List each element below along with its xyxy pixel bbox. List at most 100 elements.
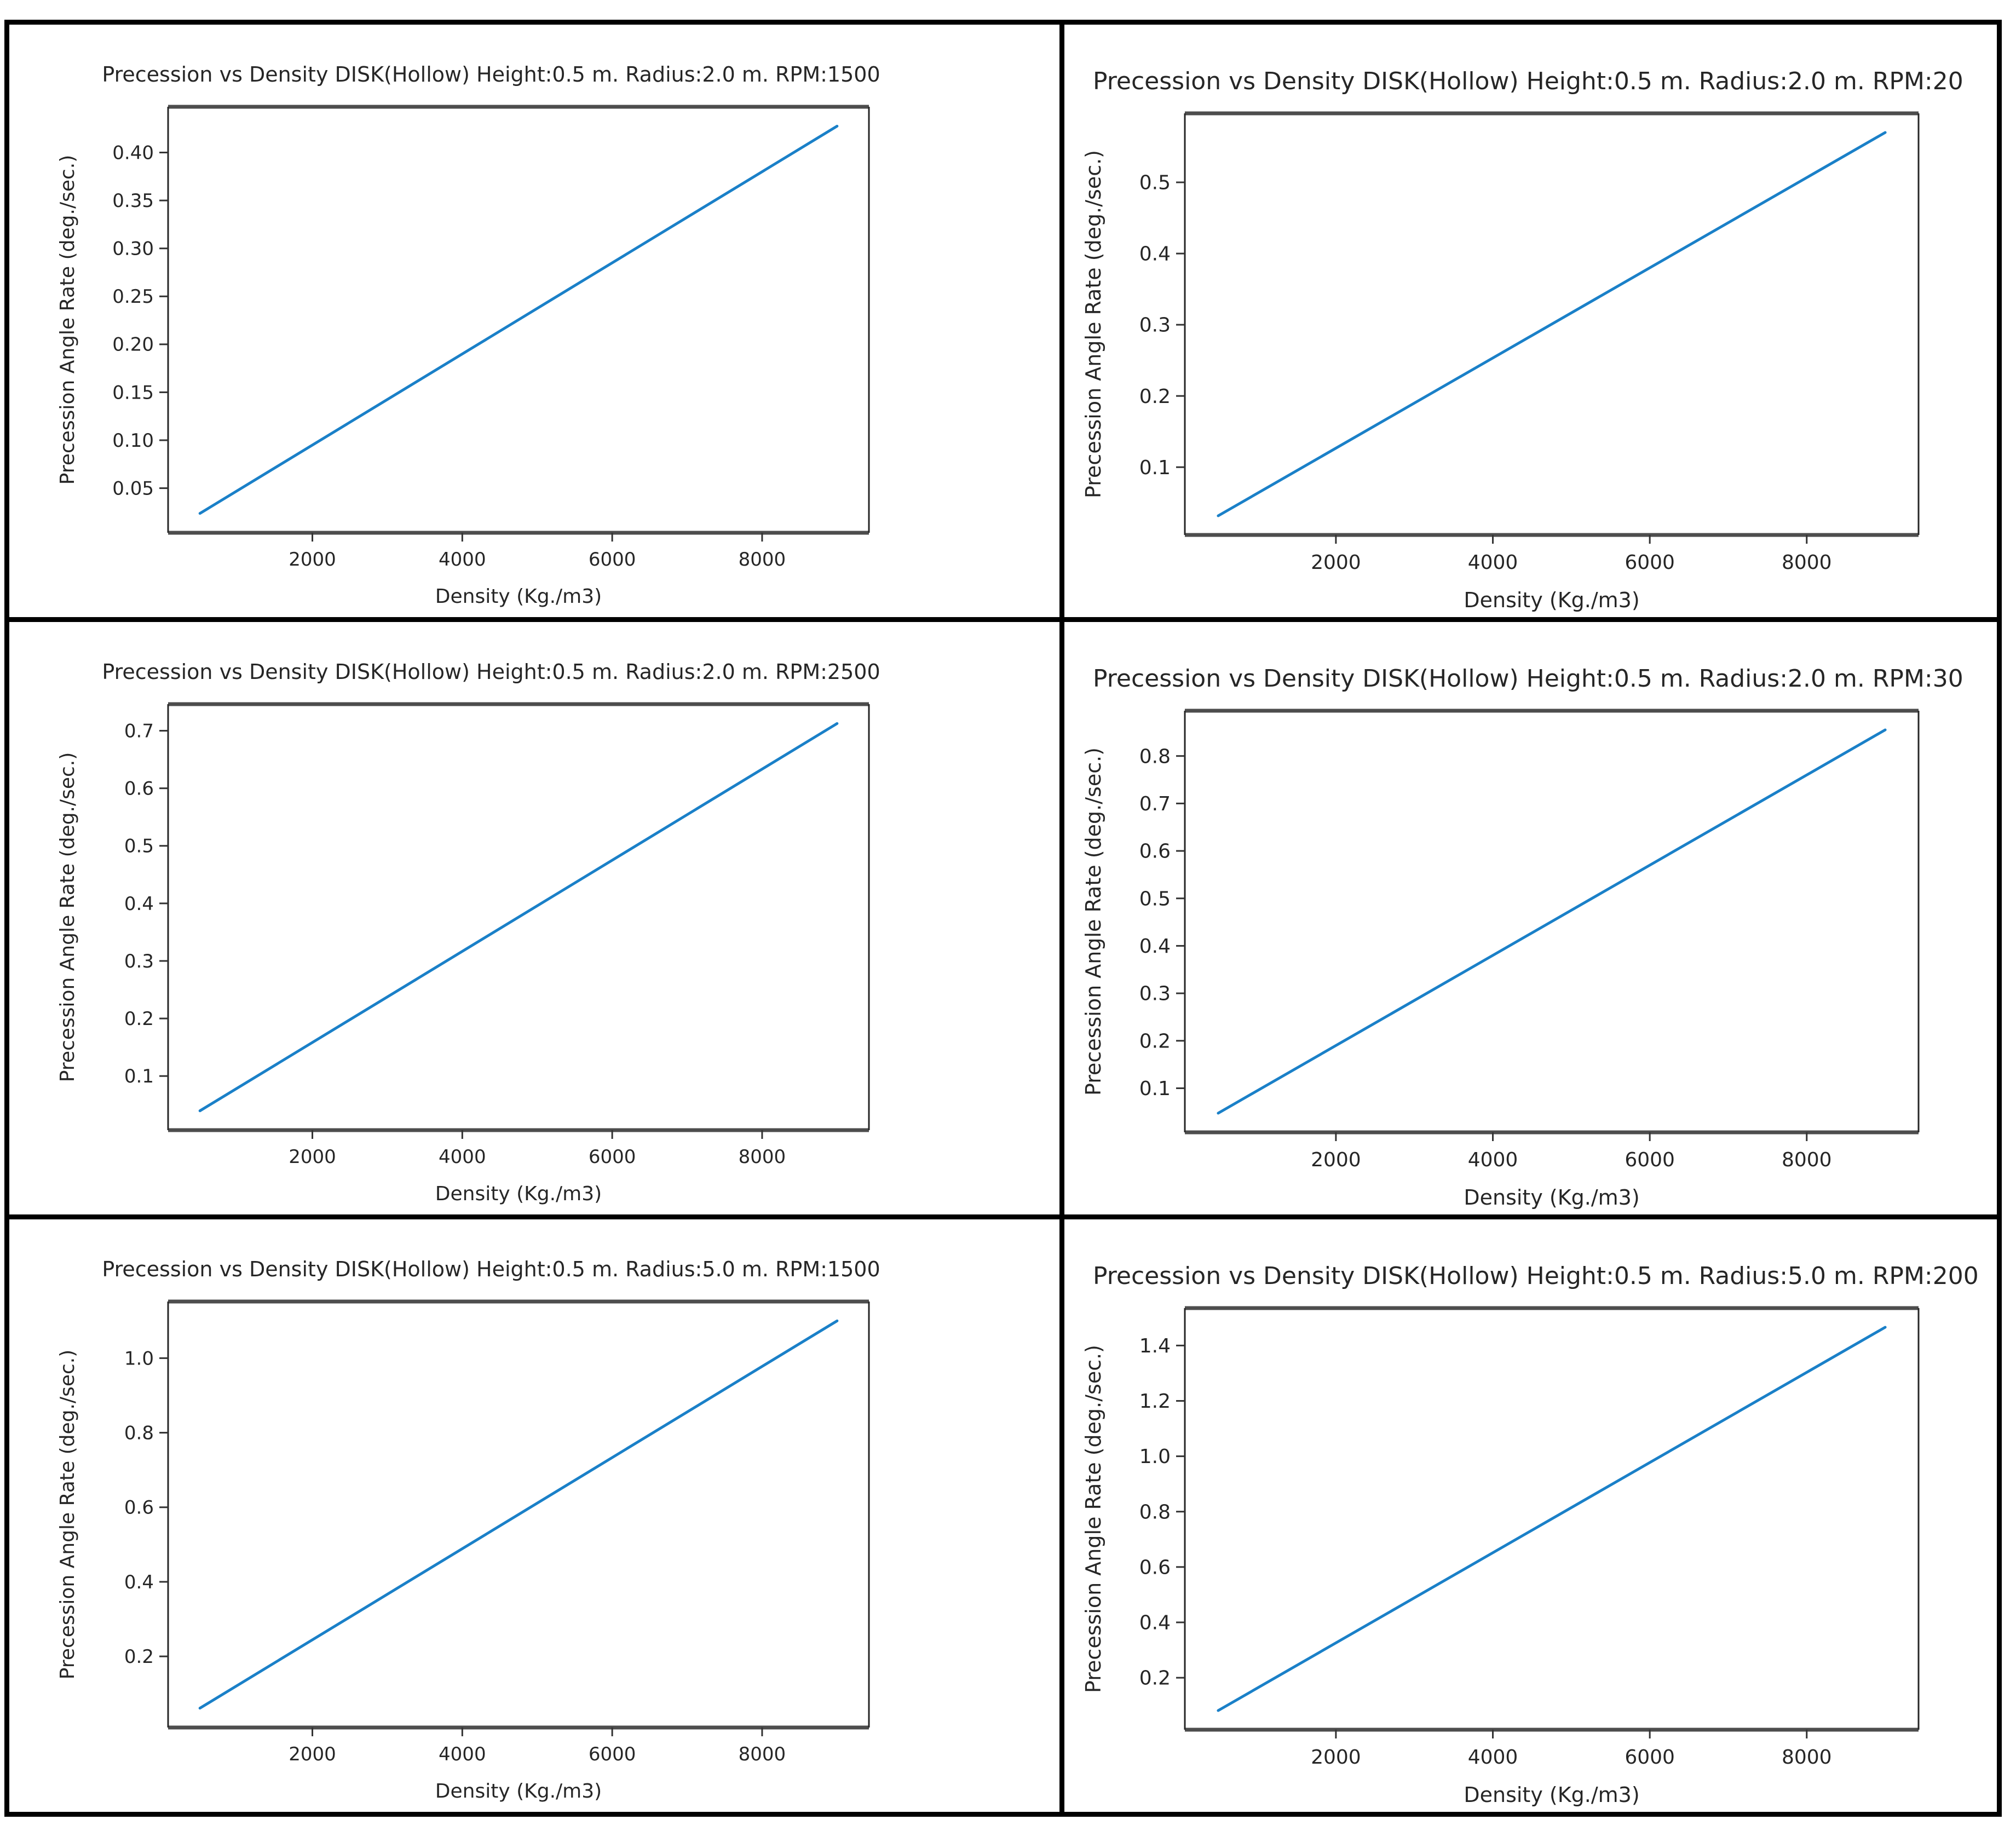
y-tick-label: 0.6 bbox=[124, 778, 154, 800]
y-axis-label: Precession Angle Rate (deg./sec.) bbox=[56, 1350, 79, 1680]
chart-figure-1: 2000 4000 6000 8000 0.05 0.10 0.15 0.20 0.25 0.30… bbox=[56, 62, 880, 608]
y-tick-label: 0.2 bbox=[124, 1646, 154, 1668]
chart-title: Precession vs Density DISK(Hollow) Heigh… bbox=[1093, 665, 1963, 693]
x-tick-label: 2000 bbox=[289, 1743, 336, 1765]
y-tick-label: 0.5 bbox=[1139, 172, 1171, 194]
y-tick-label: 0.4 bbox=[124, 893, 154, 915]
x-tick-label: 8000 bbox=[1782, 551, 1832, 574]
y-axis-label: Precession Angle Rate (deg./sec.) bbox=[56, 752, 79, 1083]
chart-figure-4: 2000 4000 6000 8000 0.1 0.2 0.3 0.4 0.5 0.6 0.7 0.8… bbox=[1081, 665, 1963, 1210]
x-axis-label: Density (Kg./m3) bbox=[1464, 1185, 1639, 1210]
chart-cell-middle-left: 2000 4000 6000 8000 0.1 0.2 0.3 0.4 0.5 0.6 0.7 Pre… bbox=[9, 622, 1059, 1214]
chart-figure-3: 2000 4000 6000 8000 0.1 0.2 0.3 0.4 0.5 0.6 0.7 Pre… bbox=[56, 660, 880, 1205]
chart-figure-6: 2000 4000 6000 8000 0.2 0.4 0.6 0.8 1.0 1.2 1.4 Pre… bbox=[1081, 1262, 1979, 1807]
y-tick-label: 0.7 bbox=[124, 720, 154, 742]
y-tick-label: 0.40 bbox=[112, 142, 154, 164]
data-line bbox=[198, 722, 839, 1113]
x-axis-label: Density (Kg./m3) bbox=[1464, 588, 1639, 612]
y-axis-label: Precession Angle Rate (deg./sec.) bbox=[1081, 150, 1105, 498]
y-tick-label: 0.20 bbox=[112, 334, 154, 356]
y-tick-label: 0.2 bbox=[124, 1008, 154, 1030]
x-axis-label: Density (Kg./m3) bbox=[435, 1780, 602, 1803]
y-tick-label: 1.0 bbox=[1139, 1446, 1171, 1468]
y-axis-label: Precession Angle Rate (deg./sec.) bbox=[1081, 747, 1105, 1096]
x-tick-label: 2000 bbox=[1311, 1149, 1361, 1171]
chart-figure-5: 2000 4000 6000 8000 0.2 0.4 0.6 0.8 1.0 Precessio… bbox=[56, 1257, 880, 1803]
y-tick-label: 0.8 bbox=[124, 1422, 154, 1444]
x-tick-label: 8000 bbox=[1782, 1746, 1832, 1769]
chart-cell-top-right: 2000 4000 6000 8000 0.1 0.2 0.3 0.4 0.5 Precessio… bbox=[1064, 25, 1997, 617]
y-tick-label: 0.6 bbox=[1139, 840, 1171, 863]
y-axis-label: Precession Angle Rate (deg./sec.) bbox=[56, 155, 79, 485]
y-tick-label: 0.8 bbox=[1139, 745, 1171, 768]
x-tick-label: 4000 bbox=[1468, 1746, 1518, 1769]
data-line bbox=[198, 1319, 839, 1710]
x-tick-label: 4000 bbox=[1468, 1149, 1518, 1171]
y-tick-label: 1.2 bbox=[1139, 1390, 1171, 1413]
x-tick-label: 2000 bbox=[1311, 551, 1361, 574]
y-tick-label: 0.2 bbox=[1139, 385, 1171, 408]
y-tick-label: 0.15 bbox=[112, 382, 154, 404]
y-tick-label: 0.30 bbox=[112, 238, 154, 260]
y-tick-label: 0.1 bbox=[124, 1066, 154, 1087]
x-tick-label: 6000 bbox=[1625, 551, 1675, 574]
y-tick-label: 0.2 bbox=[1139, 1030, 1171, 1052]
y-tick-label: 0.7 bbox=[1139, 793, 1171, 815]
y-tick-label: 0.5 bbox=[124, 836, 154, 857]
y-tick-label: 0.35 bbox=[112, 190, 154, 212]
data-line bbox=[1217, 1326, 1887, 1712]
x-tick-label: 4000 bbox=[439, 1743, 486, 1765]
data-line bbox=[1217, 131, 1887, 517]
x-tick-label: 4000 bbox=[439, 549, 486, 571]
x-tick-label: 2000 bbox=[289, 1146, 336, 1168]
y-tick-label: 0.25 bbox=[112, 286, 154, 308]
data-line bbox=[1217, 728, 1887, 1115]
chart-cell-bottom-right: 2000 4000 6000 8000 0.2 0.4 0.6 0.8 1.0 1.2 1.4 Pre… bbox=[1064, 1219, 1997, 1812]
chart-figure-2: 2000 4000 6000 8000 0.1 0.2 0.3 0.4 0.5 Precessio… bbox=[1081, 67, 1963, 612]
y-tick-label: 0.5 bbox=[1139, 888, 1171, 910]
y-tick-label: 0.10 bbox=[112, 430, 154, 452]
x-tick-label: 6000 bbox=[1625, 1746, 1675, 1769]
chart-title: Precession vs Density DISK(Hollow) Heigh… bbox=[1093, 1262, 1979, 1290]
y-tick-label: 0.3 bbox=[1139, 983, 1171, 1005]
x-tick-label: 8000 bbox=[739, 549, 786, 571]
y-tick-label: 0.1 bbox=[1139, 1078, 1171, 1100]
x-tick-label: 6000 bbox=[589, 1743, 636, 1765]
x-tick-label: 2000 bbox=[289, 549, 336, 571]
chart-title: Precession vs Density DISK(Hollow) Heigh… bbox=[102, 660, 880, 684]
charts-grid: 2000 4000 6000 8000 0.05 0.10 0.15 0.20 0.25 0.30… bbox=[4, 20, 2002, 1817]
chart-cell-top-left: 2000 4000 6000 8000 0.05 0.10 0.15 0.20 0.25 0.30… bbox=[9, 25, 1059, 617]
y-tick-label: 0.4 bbox=[1139, 935, 1171, 958]
y-tick-label: 1.0 bbox=[124, 1348, 154, 1369]
y-tick-label: 1.4 bbox=[1139, 1335, 1171, 1357]
x-tick-label: 6000 bbox=[1625, 1149, 1675, 1171]
y-tick-label: 0.3 bbox=[124, 951, 154, 972]
y-tick-label: 0.4 bbox=[124, 1571, 154, 1593]
chart-cell-bottom-left: 2000 4000 6000 8000 0.2 0.4 0.6 0.8 1.0 Precessio… bbox=[9, 1219, 1059, 1812]
y-tick-label: 0.1 bbox=[1139, 457, 1171, 479]
x-tick-label: 8000 bbox=[739, 1146, 786, 1168]
chart-title: Precession vs Density DISK(Hollow) Heigh… bbox=[102, 1257, 880, 1281]
x-tick-label: 8000 bbox=[1782, 1149, 1832, 1171]
x-axis-label: Density (Kg./m3) bbox=[435, 585, 602, 608]
x-axis-label: Density (Kg./m3) bbox=[1464, 1783, 1639, 1807]
y-tick-label: 0.6 bbox=[124, 1497, 154, 1519]
chart-title: Precession vs Density DISK(Hollow) Heigh… bbox=[1093, 67, 1963, 95]
chart-cell-middle-right: 2000 4000 6000 8000 0.1 0.2 0.3 0.4 0.5 0.6 0.7 0.8… bbox=[1064, 622, 1997, 1214]
x-tick-label: 8000 bbox=[739, 1743, 786, 1765]
x-axis-label: Density (Kg./m3) bbox=[435, 1183, 602, 1205]
chart-title: Precession vs Density DISK(Hollow) Heigh… bbox=[102, 62, 880, 87]
y-tick-label: 0.3 bbox=[1139, 314, 1171, 337]
x-tick-label: 6000 bbox=[589, 1146, 636, 1168]
data-line bbox=[198, 124, 839, 515]
y-tick-label: 0.4 bbox=[1139, 243, 1171, 266]
x-tick-label: 4000 bbox=[439, 1146, 486, 1168]
x-tick-label: 6000 bbox=[589, 549, 636, 571]
y-tick-label: 0.2 bbox=[1139, 1667, 1171, 1690]
y-tick-label: 0.05 bbox=[112, 477, 154, 499]
y-tick-label: 0.8 bbox=[1139, 1501, 1171, 1523]
y-axis-label: Precession Angle Rate (deg./sec.) bbox=[1081, 1345, 1105, 1693]
y-tick-label: 0.6 bbox=[1139, 1556, 1171, 1579]
x-tick-label: 4000 bbox=[1468, 551, 1518, 574]
x-tick-label: 2000 bbox=[1311, 1746, 1361, 1769]
